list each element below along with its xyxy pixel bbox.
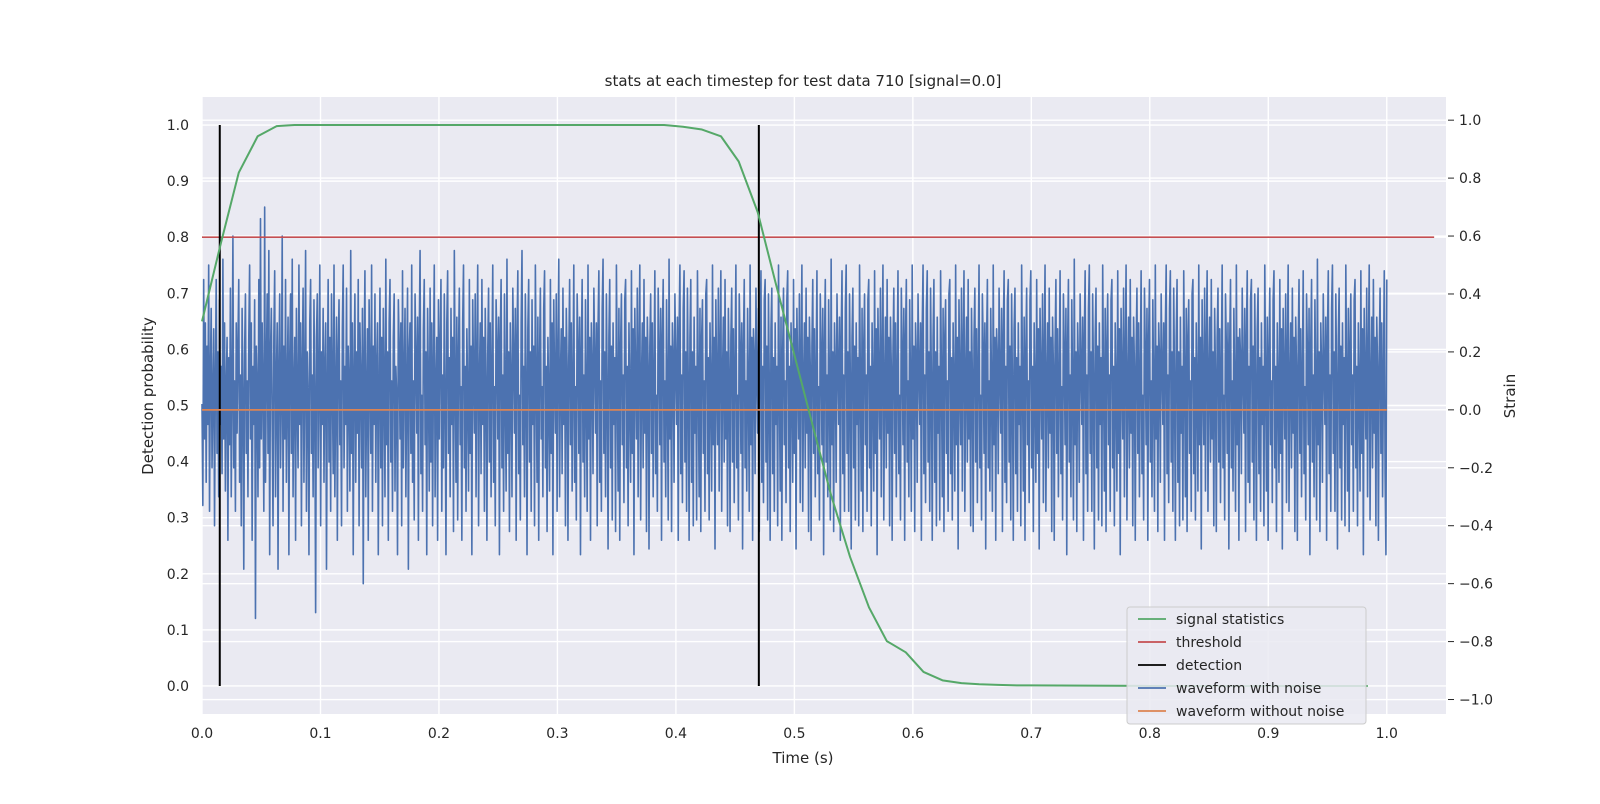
y-right-tick-label: 0.4 — [1459, 287, 1481, 303]
x-tick-label: 0.7 — [1020, 726, 1042, 742]
x-tick-label: 1.0 — [1376, 726, 1398, 742]
y-right-tick-label: −1.0 — [1459, 693, 1493, 709]
y-left-tick-label: 0.0 — [167, 679, 189, 695]
signal-statistics-line — [201, 124, 1368, 687]
x-tick-label: 0.1 — [309, 726, 331, 742]
x-tick-label: 0.4 — [665, 726, 687, 742]
y-right-tick-label: −0.8 — [1459, 635, 1493, 651]
y-right-tick-label: 0.0 — [1459, 403, 1481, 419]
legend-label: waveform without noise — [1176, 704, 1344, 720]
y-left-tick-label: 0.8 — [167, 230, 189, 246]
y-right-tick-label: −0.4 — [1459, 519, 1493, 535]
x-axis-label: Time (s) — [772, 749, 834, 767]
legend-label: signal statistics — [1176, 612, 1284, 628]
y-left-tick-label: 0.2 — [167, 567, 189, 583]
y-left-axis-label: Detection probability — [139, 317, 157, 475]
y-right-tick-label: −0.2 — [1459, 461, 1493, 477]
x-tick-label: 0.9 — [1257, 726, 1279, 742]
y-right-tick-label: 0.2 — [1459, 345, 1481, 361]
x-tick-label: 0.0 — [191, 726, 213, 742]
y-left-tick-label: 0.3 — [167, 511, 189, 527]
y-right-tick-label: 0.6 — [1459, 229, 1481, 245]
x-tick-label: 0.6 — [902, 726, 924, 742]
y-left-tick-label: 0.5 — [167, 399, 189, 415]
y-left-tick-label: 0.6 — [167, 342, 189, 358]
y-right-tick-label: 0.8 — [1459, 171, 1481, 187]
y-right-tick-label: −0.6 — [1459, 577, 1493, 593]
waveform-with-noise-line — [201, 206, 1388, 620]
y-left-tick-label: 0.9 — [167, 174, 189, 190]
y-right-tick-label: 1.0 — [1459, 113, 1481, 129]
x-tick-label: 0.3 — [546, 726, 568, 742]
legend-label: detection — [1176, 658, 1242, 674]
y-right-axis-label: Strain — [1501, 374, 1519, 418]
y-left-tick-label: 0.4 — [167, 455, 189, 471]
x-tick-label: 0.8 — [1139, 726, 1161, 742]
y-left-tick-label: 1.0 — [167, 118, 189, 134]
legend-box — [1126, 606, 1367, 725]
y-left-tick-label: 0.1 — [167, 623, 189, 639]
legend-label: waveform with noise — [1176, 681, 1321, 697]
x-tick-label: 0.2 — [428, 726, 450, 742]
x-tick-label: 0.5 — [783, 726, 805, 742]
legend: signal statistics threshold detection wavef… — [1126, 606, 1367, 725]
legend-label: threshold — [1176, 635, 1242, 651]
chart-title: stats at each timestep for test data 710… — [605, 72, 1002, 90]
y-left-tick-label: 0.7 — [167, 286, 189, 302]
